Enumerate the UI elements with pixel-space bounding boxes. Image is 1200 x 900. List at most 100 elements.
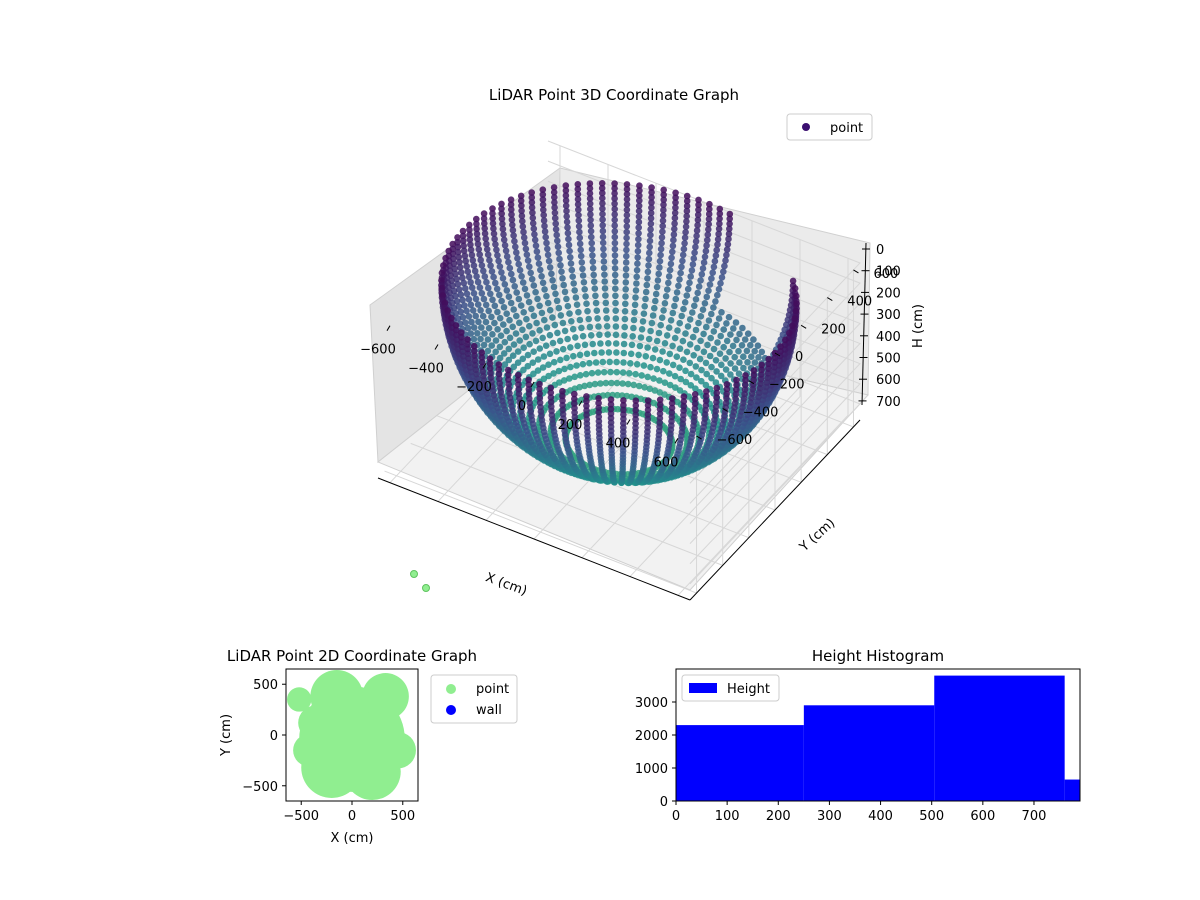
point-3d [699, 306, 707, 314]
point-3d [500, 304, 508, 311]
point-3d [748, 353, 755, 361]
point-3d [546, 264, 554, 271]
y-tick-3d [696, 435, 702, 440]
point-3d [480, 341, 488, 349]
point-3d [531, 231, 538, 238]
point-3d [632, 294, 639, 301]
point-3d [516, 266, 524, 274]
point-3d [550, 370, 557, 377]
point-3d [692, 296, 700, 303]
point-3d [464, 350, 472, 358]
point-3d [541, 222, 548, 230]
point-3d [494, 308, 501, 316]
point-3d [485, 307, 493, 315]
point-3d [438, 277, 445, 284]
point-3d [727, 331, 734, 338]
point-3d [576, 228, 583, 236]
point-3d [472, 312, 480, 320]
point-3d [691, 249, 698, 256]
point-3d [686, 341, 694, 348]
point-3d [586, 185, 594, 192]
point-3d [539, 186, 547, 193]
point-3d [642, 295, 649, 303]
point-3d [586, 195, 594, 202]
point-3d [552, 226, 560, 233]
point-3d [744, 359, 751, 366]
y-tick-label-2d: 0 [270, 729, 278, 744]
point-3d [702, 392, 710, 400]
point-3d [697, 313, 705, 320]
point-3d [657, 251, 664, 259]
point-3d [751, 359, 759, 366]
point-3d [622, 293, 629, 300]
point-3d [694, 221, 701, 229]
point-3d [474, 235, 481, 243]
point-3d [633, 361, 641, 368]
point-3d [559, 275, 566, 282]
point-3d [716, 215, 723, 222]
point-3d [682, 367, 689, 375]
legend-histogram-label: Height [727, 682, 770, 697]
point-3d [692, 238, 700, 245]
point-3d [637, 334, 645, 341]
point-3d [532, 288, 539, 296]
point-3d [468, 284, 476, 292]
point-3d [635, 382, 643, 390]
point-3d [521, 239, 529, 247]
point-3d [673, 353, 681, 361]
point-3d [590, 271, 597, 279]
point-3d [579, 265, 586, 273]
point-3d [716, 205, 724, 213]
point-3d [587, 332, 595, 339]
point-3d [643, 281, 651, 289]
point-3d [682, 228, 689, 236]
point-3d [554, 243, 562, 250]
x-tick-label-2d: 500 [390, 809, 415, 824]
point-3d [462, 257, 470, 265]
x-tick-label-3d: 200 [558, 418, 583, 433]
point-3d [598, 184, 606, 192]
point-3d [509, 352, 517, 360]
point-3d [743, 347, 751, 355]
point-3d [473, 220, 480, 228]
point-3d [664, 286, 671, 293]
point-3d [660, 196, 667, 204]
point-3d [505, 376, 512, 383]
z-tick-label-3d: 200 [876, 286, 901, 301]
point-3d [478, 290, 486, 297]
point-3d [487, 290, 494, 298]
point-3d [620, 411, 627, 418]
point-3d [598, 180, 606, 187]
point-3d [671, 214, 679, 222]
point-3d [713, 384, 721, 392]
point-3d [647, 226, 654, 233]
point-3d [522, 245, 530, 253]
legend-2d-wall-marker [446, 705, 456, 715]
point-3d [461, 302, 468, 309]
point-3d [528, 199, 536, 206]
point-3d [605, 340, 612, 347]
point-3d [635, 235, 642, 243]
point-3d [712, 379, 720, 386]
point-3d [681, 234, 689, 241]
point-3d [680, 393, 688, 400]
point-3d [510, 363, 518, 371]
point-3d [636, 187, 643, 194]
point-3d [612, 285, 619, 293]
point-3d [605, 349, 613, 356]
x-tick-label-histogram: 0 [672, 809, 680, 824]
point-3d [521, 285, 529, 293]
point-3d [454, 234, 461, 241]
point-3d [578, 259, 586, 266]
point-3d [505, 356, 513, 364]
point-3d [629, 333, 636, 340]
point-3d [623, 196, 631, 203]
point-3d [492, 348, 500, 356]
point-3d [669, 248, 676, 256]
point-3d [590, 278, 598, 286]
point-3d [481, 230, 489, 237]
point-3d [715, 225, 723, 233]
point-3d [635, 224, 642, 231]
point-3d [646, 237, 654, 245]
point-3d [517, 197, 525, 205]
